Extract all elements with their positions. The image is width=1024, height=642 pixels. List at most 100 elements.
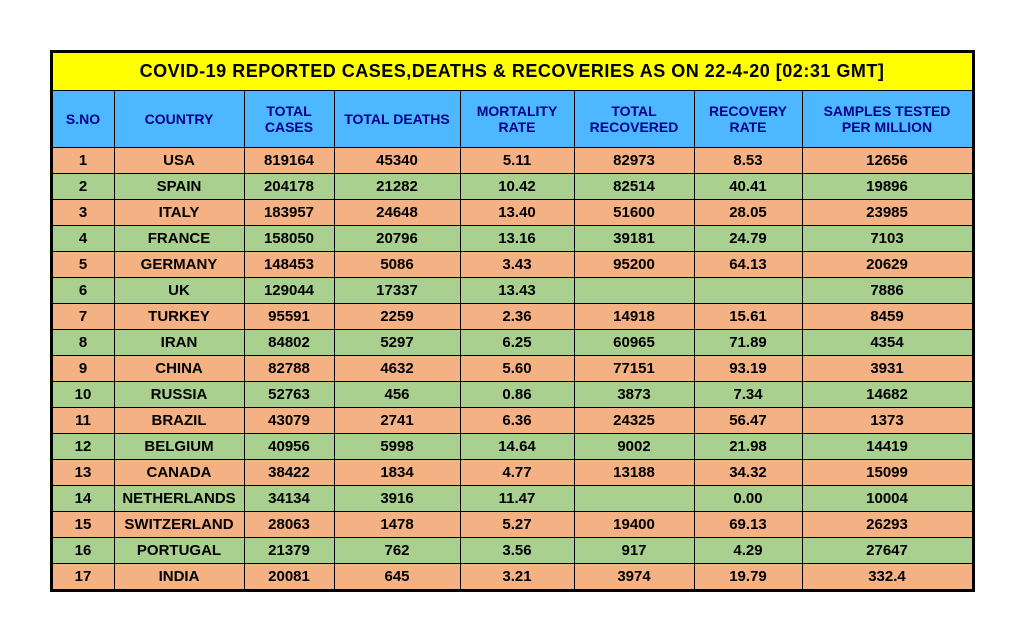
cell-sno: 7 [52, 304, 114, 330]
cell-recovery_rate: 93.19 [694, 356, 802, 382]
cell-total_cases: 819164 [244, 148, 334, 174]
cell-samples_tested: 10004 [802, 486, 972, 512]
cell-country: USA [114, 148, 244, 174]
cell-total_recovered: 82514 [574, 174, 694, 200]
table-row: 12BELGIUM40956599814.64900221.9814419 [52, 434, 972, 460]
cell-total_cases: 28063 [244, 512, 334, 538]
cell-recovery_rate: 19.79 [694, 564, 802, 590]
table-row: 4FRANCE1580502079613.163918124.797103 [52, 226, 972, 252]
cell-total_recovered: 19400 [574, 512, 694, 538]
column-header-total_deaths: TOTAL DEATHS [334, 91, 460, 148]
header-row: S.NOCOUNTRYTOTALCASESTOTAL DEATHSMORTALI… [52, 91, 972, 148]
cell-total_deaths: 1478 [334, 512, 460, 538]
cell-total_deaths: 5086 [334, 252, 460, 278]
cell-country: BELGIUM [114, 434, 244, 460]
cell-total_cases: 21379 [244, 538, 334, 564]
cell-recovery_rate: 69.13 [694, 512, 802, 538]
column-header-samples_tested: SAMPLES TESTEDPER MILLION [802, 91, 972, 148]
cell-mortality_rate: 6.25 [460, 330, 574, 356]
cell-country: TURKEY [114, 304, 244, 330]
cell-sno: 16 [52, 538, 114, 564]
cell-total_cases: 43079 [244, 408, 334, 434]
cell-samples_tested: 20629 [802, 252, 972, 278]
table-row: 3ITALY1839572464813.405160028.0523985 [52, 200, 972, 226]
table-row: 10RUSSIA527634560.8638737.3414682 [52, 382, 972, 408]
cell-samples_tested: 12656 [802, 148, 972, 174]
cell-recovery_rate: 24.79 [694, 226, 802, 252]
cell-sno: 9 [52, 356, 114, 382]
table-row: 5GERMANY14845350863.439520064.1320629 [52, 252, 972, 278]
cell-country: FRANCE [114, 226, 244, 252]
cell-samples_tested: 19896 [802, 174, 972, 200]
cell-total_cases: 40956 [244, 434, 334, 460]
cell-total_deaths: 1834 [334, 460, 460, 486]
cell-total_recovered: 39181 [574, 226, 694, 252]
table-row: 16PORTUGAL213797623.569174.2927647 [52, 538, 972, 564]
cell-sno: 13 [52, 460, 114, 486]
cell-mortality_rate: 3.43 [460, 252, 574, 278]
cell-samples_tested: 23985 [802, 200, 972, 226]
cell-mortality_rate: 3.21 [460, 564, 574, 590]
cell-mortality_rate: 13.43 [460, 278, 574, 304]
cell-sno: 1 [52, 148, 114, 174]
cell-mortality_rate: 2.36 [460, 304, 574, 330]
cell-total_recovered: 9002 [574, 434, 694, 460]
cell-country: INDIA [114, 564, 244, 590]
cell-total_cases: 82788 [244, 356, 334, 382]
cell-mortality_rate: 5.60 [460, 356, 574, 382]
cell-total_recovered [574, 278, 694, 304]
cell-country: BRAZIL [114, 408, 244, 434]
cell-samples_tested: 14682 [802, 382, 972, 408]
cell-mortality_rate: 4.77 [460, 460, 574, 486]
cell-mortality_rate: 5.27 [460, 512, 574, 538]
cell-total_recovered: 82973 [574, 148, 694, 174]
table-row: 8IRAN8480252976.256096571.894354 [52, 330, 972, 356]
cell-mortality_rate: 3.56 [460, 538, 574, 564]
cell-recovery_rate: 71.89 [694, 330, 802, 356]
table-row: 6UK1290441733713.437886 [52, 278, 972, 304]
table-row: 9CHINA8278846325.607715193.193931 [52, 356, 972, 382]
cell-sno: 10 [52, 382, 114, 408]
table-row: 15SWITZERLAND2806314785.271940069.132629… [52, 512, 972, 538]
cell-sno: 17 [52, 564, 114, 590]
cell-total_recovered: 14918 [574, 304, 694, 330]
cell-country: CHINA [114, 356, 244, 382]
cell-total_cases: 95591 [244, 304, 334, 330]
cell-sno: 8 [52, 330, 114, 356]
cell-sno: 11 [52, 408, 114, 434]
cell-total_deaths: 645 [334, 564, 460, 590]
cell-samples_tested: 7886 [802, 278, 972, 304]
cell-total_cases: 52763 [244, 382, 334, 408]
cell-total_deaths: 2259 [334, 304, 460, 330]
cell-total_deaths: 21282 [334, 174, 460, 200]
column-header-mortality_rate: MORTALITYRATE [460, 91, 574, 148]
table-row: 11BRAZIL4307927416.362432556.471373 [52, 408, 972, 434]
cell-total_cases: 158050 [244, 226, 334, 252]
table-row: 17INDIA200816453.21397419.79332.4 [52, 564, 972, 590]
cell-total_recovered: 3873 [574, 382, 694, 408]
cell-recovery_rate: 15.61 [694, 304, 802, 330]
cell-mortality_rate: 6.36 [460, 408, 574, 434]
cell-total_deaths: 45340 [334, 148, 460, 174]
column-header-total_recovered: TOTALRECOVERED [574, 91, 694, 148]
cell-samples_tested: 15099 [802, 460, 972, 486]
cell-total_cases: 84802 [244, 330, 334, 356]
cell-recovery_rate: 21.98 [694, 434, 802, 460]
cell-samples_tested: 1373 [802, 408, 972, 434]
cell-mortality_rate: 0.86 [460, 382, 574, 408]
cell-country: ITALY [114, 200, 244, 226]
cell-country: NETHERLANDS [114, 486, 244, 512]
cell-total_recovered: 51600 [574, 200, 694, 226]
cell-mortality_rate: 13.16 [460, 226, 574, 252]
cell-total_recovered: 917 [574, 538, 694, 564]
cell-recovery_rate: 40.41 [694, 174, 802, 200]
cell-recovery_rate [694, 278, 802, 304]
cell-country: GERMANY [114, 252, 244, 278]
cell-country: IRAN [114, 330, 244, 356]
title-row: COVID-19 REPORTED CASES,DEATHS & RECOVER… [52, 53, 972, 91]
cell-total_recovered: 24325 [574, 408, 694, 434]
cell-samples_tested: 332.4 [802, 564, 972, 590]
cell-recovery_rate: 64.13 [694, 252, 802, 278]
cell-recovery_rate: 56.47 [694, 408, 802, 434]
cell-recovery_rate: 28.05 [694, 200, 802, 226]
